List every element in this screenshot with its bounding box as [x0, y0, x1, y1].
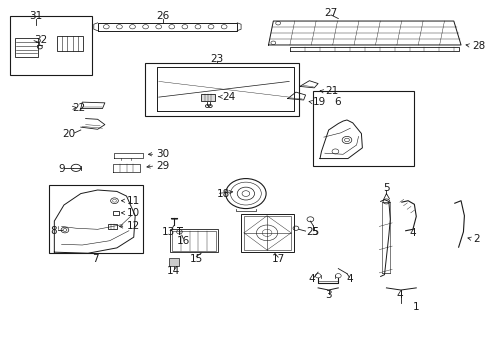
Text: 4: 4: [396, 290, 403, 300]
Text: 22: 22: [73, 103, 86, 113]
Text: 5: 5: [310, 227, 317, 237]
Text: 23: 23: [210, 54, 223, 64]
Text: 11: 11: [126, 196, 140, 206]
Text: 4: 4: [308, 274, 314, 284]
Bar: [241, 213, 293, 252]
Bar: [10, 16, 92, 75]
Text: 6: 6: [334, 97, 341, 107]
Text: 29: 29: [156, 161, 169, 171]
Text: 12: 12: [126, 221, 140, 231]
Bar: [108, 224, 117, 229]
Text: 5: 5: [382, 183, 389, 193]
Text: 4: 4: [346, 274, 352, 284]
Bar: [313, 91, 413, 166]
Text: 20: 20: [62, 129, 75, 139]
Text: 28: 28: [471, 41, 485, 51]
Text: 21: 21: [324, 86, 337, 96]
Text: 2: 2: [472, 234, 479, 244]
Text: 27: 27: [324, 8, 337, 18]
Text: 16: 16: [176, 236, 189, 246]
Bar: [48, 185, 143, 253]
Text: 1: 1: [412, 302, 419, 312]
Text: 9: 9: [58, 163, 65, 174]
Text: 32: 32: [34, 35, 47, 45]
Text: 17: 17: [271, 254, 284, 264]
Text: 19: 19: [313, 97, 326, 107]
Text: 25: 25: [306, 227, 319, 237]
Text: 4: 4: [409, 228, 415, 238]
Bar: [169, 229, 218, 252]
Bar: [172, 231, 215, 251]
Text: 7: 7: [92, 254, 99, 264]
Text: 10: 10: [126, 208, 140, 218]
Text: 31: 31: [29, 12, 42, 21]
Text: 15: 15: [189, 253, 203, 264]
Bar: [57, 36, 83, 51]
Bar: [144, 63, 298, 116]
Text: 18: 18: [217, 189, 230, 199]
Bar: [113, 211, 119, 215]
Text: 14: 14: [167, 266, 180, 276]
Text: 30: 30: [156, 149, 169, 159]
Text: 26: 26: [156, 12, 169, 21]
Text: 8: 8: [50, 226, 57, 236]
Bar: [15, 38, 38, 57]
Bar: [244, 216, 290, 250]
Text: 3: 3: [325, 290, 331, 300]
Text: 24: 24: [222, 92, 235, 102]
Bar: [201, 94, 214, 101]
Text: 13: 13: [162, 227, 175, 237]
Bar: [168, 258, 178, 266]
